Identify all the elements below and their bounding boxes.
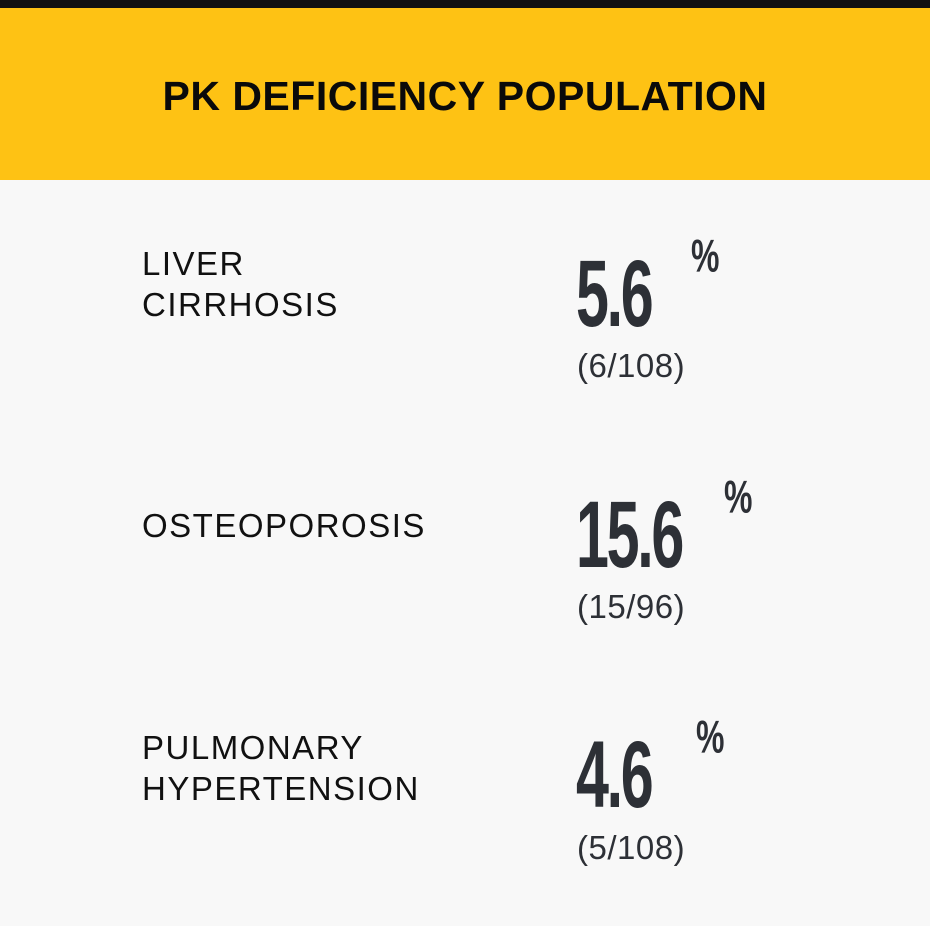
- page-title: PK DEFICIENCY POPULATION: [162, 72, 768, 119]
- stat-value: 4.6 %: [576, 712, 724, 828]
- header-banner: PK DEFICIENCY POPULATION: [0, 8, 930, 180]
- stat-label: LIVER CIRRHOSIS: [142, 243, 339, 325]
- stat-fraction: (15/96): [577, 588, 686, 625]
- stat-percentage-value: 15.6: [576, 481, 684, 588]
- stat-fraction: (6/108): [577, 347, 686, 384]
- stats-panel: LIVER CIRRHOSIS 5.6 % (6/108) OSTEOPOROS…: [0, 180, 930, 926]
- stat-label-line: LIVER: [142, 245, 245, 282]
- stat-label-line: CIRRHOSIS: [142, 286, 339, 323]
- stat-label-line: PULMONARY: [142, 729, 364, 766]
- stat-percentage-value: 4.6: [576, 721, 654, 828]
- stat-label: OSTEOPOROSIS: [142, 505, 426, 546]
- percent-sign: %: [724, 472, 753, 524]
- stat-label: PULMONARY HYPERTENSION: [142, 727, 420, 809]
- stat-value: 15.6 %: [576, 472, 752, 588]
- stat-percentage-value: 5.6: [576, 240, 654, 347]
- stat-label-line: HYPERTENSION: [142, 770, 420, 807]
- stat-value: 5.6 %: [576, 231, 719, 347]
- stat-fraction: (5/108): [577, 829, 686, 866]
- top-border-strip: [0, 0, 930, 8]
- stat-label-line: OSTEOPOROSIS: [142, 507, 426, 544]
- percent-sign: %: [691, 231, 720, 283]
- percent-sign: %: [696, 712, 725, 764]
